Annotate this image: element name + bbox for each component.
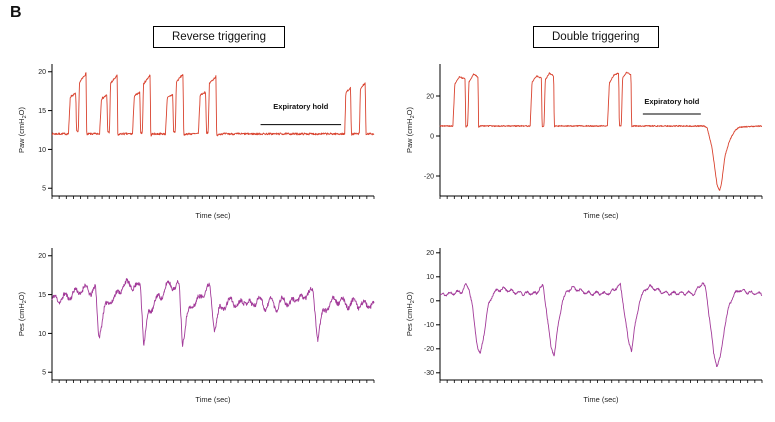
paw-reverse-triggering-trace xyxy=(51,72,375,137)
expiratory-hold-label: Expiratory hold xyxy=(644,97,699,106)
y-axis-label: Pes (cmH2O) xyxy=(405,291,416,336)
y-tick-label: 10 xyxy=(426,274,434,281)
paw-double-triggering-trace xyxy=(439,71,763,191)
y-tick-label: 20 xyxy=(426,250,434,257)
pes-double-triggering-trace xyxy=(439,282,763,368)
paw-double-triggering-plot: 20 0 -20 Time (sec) Paw (cmH2O) Expiratory ho… xyxy=(405,64,763,220)
y-tick-label: -30 xyxy=(424,370,434,377)
y-tick-label: 15 xyxy=(38,292,46,299)
y-tick-label: 20 xyxy=(38,69,46,76)
y-tick-label: 0 xyxy=(430,133,434,140)
x-axis-label: Time (sec) xyxy=(583,395,619,404)
panel-label: B xyxy=(10,4,22,21)
y-tick-label: -10 xyxy=(424,322,434,329)
y-tick-label: 10 xyxy=(38,331,46,338)
y-tick-label: -20 xyxy=(424,173,434,180)
y-axis-label: Paw (cmH2O) xyxy=(405,107,416,153)
column-title-double-triggering: Double triggering xyxy=(533,26,659,48)
pes-double-triggering-plot: 20 10 0 -10 -20 -30 Time (sec) Pes (cmH2O) xyxy=(405,248,763,404)
pes-reverse-triggering-plot: 20 15 10 5 Time (sec) Pes (cmH2O) xyxy=(17,248,375,404)
chart-paw-double-triggering: 20 0 -20 Time (sec) Paw (cmH2O) Expiratory ho… xyxy=(398,56,770,224)
x-axis-label: Time (sec) xyxy=(195,211,231,220)
chart-paw-reverse-triggering: 20 15 10 5 Time (sec) Paw (cmH2O) Expiratory h… xyxy=(10,56,382,224)
y-tick-label: 10 xyxy=(38,147,46,154)
expiratory-hold-label: Expiratory hold xyxy=(273,102,328,111)
pes-reverse-triggering-trace xyxy=(51,278,375,347)
y-axis-label: Pes (cmH2O) xyxy=(17,291,28,336)
y-tick-label: 5 xyxy=(42,370,46,377)
y-tick-label: 20 xyxy=(426,93,434,100)
paw-reverse-triggering-plot: 20 15 10 5 Time (sec) Paw (cmH2O) Expiratory h… xyxy=(17,64,375,220)
y-axis-label: Paw (cmH2O) xyxy=(17,107,28,153)
y-tick-label: 0 xyxy=(430,298,434,305)
y-tick-label: 15 xyxy=(38,108,46,115)
y-tick-label: 20 xyxy=(38,253,46,260)
chart-pes-reverse-triggering: 20 15 10 5 Time (sec) Pes (cmH2O) xyxy=(10,240,382,408)
y-tick-label: -20 xyxy=(424,346,434,353)
chart-pes-double-triggering: 20 10 0 -10 -20 -30 Time (sec) Pes (cmH2O) xyxy=(398,240,770,408)
x-axis-label: Time (sec) xyxy=(583,211,619,220)
x-axis-label: Time (sec) xyxy=(195,395,231,404)
y-tick-label: 5 xyxy=(42,186,46,193)
column-title-reverse-triggering: Reverse triggering xyxy=(153,26,285,48)
